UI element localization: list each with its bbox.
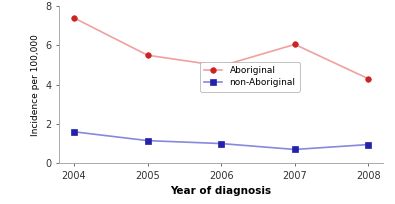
non-Aboriginal	[292, 148, 297, 151]
Y-axis label: Incidence per 100,000: Incidence per 100,000	[31, 34, 40, 136]
X-axis label: Year of diagnosis: Year of diagnosis	[171, 186, 272, 196]
Aboriginal	[71, 17, 76, 19]
Legend: Aboriginal, non-Aboriginal: Aboriginal, non-Aboriginal	[200, 62, 300, 92]
non-Aboriginal	[71, 131, 76, 133]
Line: Aboriginal: Aboriginal	[71, 15, 371, 82]
Line: non-Aboriginal: non-Aboriginal	[71, 129, 371, 152]
Aboriginal	[292, 43, 297, 46]
Aboriginal	[145, 54, 150, 57]
Aboriginal	[219, 65, 224, 67]
non-Aboriginal	[366, 143, 371, 146]
Aboriginal	[366, 78, 371, 80]
non-Aboriginal	[219, 142, 224, 145]
non-Aboriginal	[145, 139, 150, 142]
